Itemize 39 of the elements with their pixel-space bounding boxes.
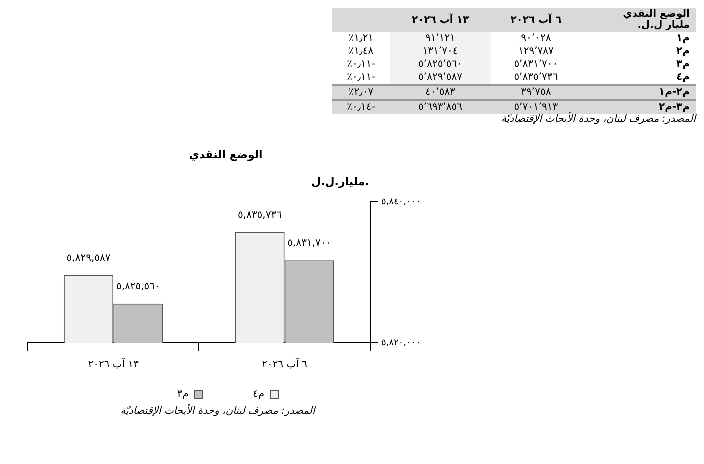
category-label: ١٣ آب ٢٠٢٦: [390, 8, 491, 32]
category-label: م٢: [676, 46, 690, 57]
table-header: الوضع النقدي مليار ل.ل.: [582, 8, 696, 32]
text: ٥٬٦٩٣٬٨٥٦: [418, 102, 462, 113]
category-label: م٣-م٢: [658, 102, 690, 113]
text: المصدر: مصرف لبنان، وحدة الأبحاث الإقتصاديّة: [500, 114, 696, 125]
text: -٠٫١٤٪: [347, 102, 376, 113]
category-label: م٤: [676, 72, 690, 83]
text: -٠٫١١٪: [347, 72, 376, 83]
y-tick-label: ٥,٨٤٠,٠٠٠: [381, 198, 422, 208]
series-label: م٤: [253, 389, 265, 400]
category-label: م٣: [676, 59, 690, 70]
chart-title: الوضع النقدي: [189, 148, 263, 162]
legend-label: م٣: [177, 389, 189, 400]
text: ٣٩٬٧٥٨: [521, 87, 552, 98]
text: ٤٠٬٥٨٣: [426, 87, 456, 98]
text: ١٣١٬٧٠٤: [422, 46, 458, 57]
category-label: م٢-م١: [658, 87, 690, 98]
data-label: ٥,٨٢٩,٥٨٧: [66, 253, 112, 264]
y-axis-title: مليار.ل.ل.: [311, 176, 370, 189]
data-label: ٥,٨٢٥,٥٦٠: [116, 281, 160, 292]
data-label: ٥,٨٣٥,٧٣٦: [238, 210, 282, 221]
category-label: م١: [676, 33, 690, 44]
text: ٩٠٬٠٢٨: [521, 33, 552, 44]
text: -٠٫١١٪: [347, 59, 376, 70]
text: ١٫٤٨٪: [348, 46, 374, 57]
text: ٥٬٨٢٩٬٥٨٧: [418, 72, 462, 83]
text: ٥٬٨٣١٬٧٠٠: [514, 59, 558, 70]
y-tick-label: ٥,٨٢٠,٠٠٠: [381, 338, 422, 348]
text: ٥٬٨٣٥٬٧٣٦: [514, 72, 558, 83]
text: ٢٫٠٧٪: [348, 87, 374, 98]
text: ٥٬٨٢٥٬٥٦٠: [418, 59, 462, 70]
text: ١٢٩٬٧٨٧: [518, 46, 554, 57]
text: ٩١٬١٢١: [426, 33, 456, 44]
category-label: ٦ آب ٢٠٢٦: [490, 8, 582, 32]
text: ٥٬٧٠١٬٩١٣: [514, 102, 558, 113]
data-label: ٥,٨٣١,٧٠٠: [288, 238, 332, 250]
text: ١٫٢١٪: [348, 33, 374, 44]
text: المصدر: مصرف لبنان، وحدة الأبحاث الإقتصاديّة: [120, 406, 317, 417]
